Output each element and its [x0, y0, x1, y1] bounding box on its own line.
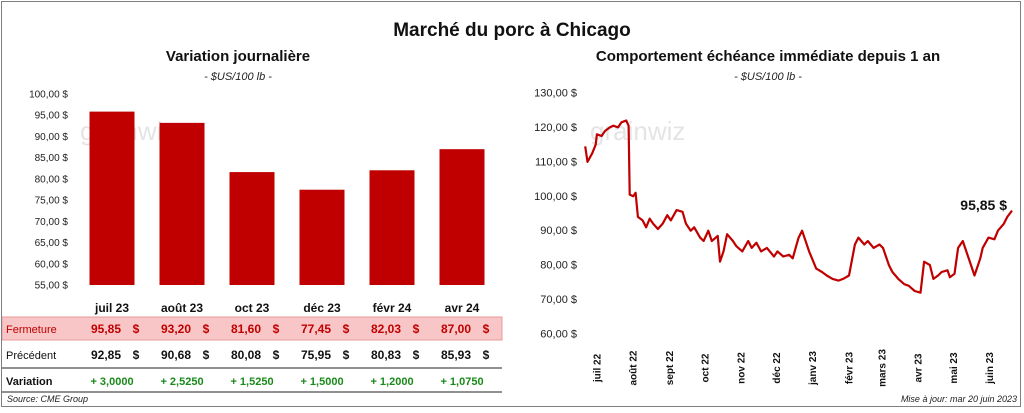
page-title: Marché du porc à Chicago [393, 20, 631, 41]
source-note: Source: CME Group [7, 394, 88, 404]
table-cell: 92,85 [91, 348, 121, 362]
table-cell: 90,68 [161, 348, 191, 362]
table-row-label: Fermeture [6, 324, 57, 336]
x-tick-label: mai 23 [949, 352, 960, 384]
table-cell: 80,83 [371, 348, 401, 362]
data-table: Fermeture 95,85 $93,20 $81,60 $77,45 $82,03 $8… [1, 316, 503, 393]
table-cell: 85,93 [441, 348, 471, 362]
bar [299, 189, 345, 285]
x-tick-label: oct 23 [235, 301, 270, 315]
y-tick-label: 75,00 $ [35, 196, 69, 207]
x-tick-label: nov 22 [737, 352, 748, 384]
table-cell: 80,08 [231, 348, 261, 362]
y-tick-label: 55,00 $ [35, 281, 69, 292]
table-cell-unit: $ [203, 322, 210, 336]
line-chart: 60,00 $ 70,00 $ 80,00 $ 90,00 $ 100,00 $ 110,… [534, 88, 1013, 387]
y-tick-label: 80,00 $ [35, 174, 69, 185]
table-cell: 87,00 [441, 322, 471, 336]
table-cell-unit: $ [273, 348, 280, 362]
table-cell-unit: $ [273, 322, 280, 336]
x-tick-label: juin 23 [985, 352, 996, 385]
table-cell-unit: $ [343, 348, 350, 362]
table-cell-unit: $ [413, 322, 420, 336]
x-tick-label: sept 22 [665, 350, 676, 385]
table-cell-unit: $ [343, 322, 350, 336]
x-tick-label: déc 23 [303, 301, 341, 315]
line-chart-subtitle: - $US/100 lb - [734, 71, 802, 83]
x-tick-label: avr 23 [914, 353, 925, 382]
table-cell: 77,45 [301, 322, 331, 336]
y-tick-label: 130,00 $ [534, 88, 577, 100]
x-tick-label: oct 22 [700, 353, 711, 382]
chart-panel: Marché du porc à Chicago Variation journ… [1, 1, 1021, 407]
y-tick-label: 70,00 $ [540, 294, 577, 306]
series-line [584, 119, 1013, 294]
x-tick-label: juil 23 [94, 301, 129, 315]
y-tick-label: 90,00 $ [540, 225, 577, 237]
bar [159, 122, 205, 286]
x-tick-label: août 23 [161, 301, 203, 315]
table-cell-unit: $ [203, 348, 210, 362]
table-cell: + 2,5250 [160, 376, 203, 388]
y-tick-label: 110,00 $ [535, 156, 577, 168]
table-cell-unit: $ [483, 348, 490, 362]
y-tick-label: 100,00 $ [29, 90, 68, 101]
table-cell: 75,95 [301, 348, 331, 362]
bar-chart-subtitle: - $US/100 lb - [204, 71, 272, 83]
x-tick-label: déc 22 [772, 352, 783, 384]
table-row-label: Précédent [6, 350, 56, 362]
y-tick-label: 60,00 $ [540, 329, 577, 341]
table-cell: 95,85 [91, 322, 121, 336]
fermeture-row-bg [1, 316, 503, 341]
table-cell: + 1,0750 [440, 376, 483, 388]
table-cell: + 1,5000 [300, 376, 343, 388]
x-tick-label: mars 23 [877, 349, 888, 387]
x-tick-label: avr 24 [445, 301, 480, 315]
update-note: Mise à jour: mar 20 juin 2023 [901, 394, 1017, 404]
x-tick-label: janv 23 [808, 351, 819, 386]
table-cell: + 1,2000 [370, 376, 413, 388]
x-tick-label: août 22 [629, 350, 640, 385]
table-cell: 82,03 [371, 322, 401, 336]
y-tick-label: 120,00 $ [534, 122, 577, 134]
chart-canvas: Marché du porc à Chicago Variation journ… [1, 20, 1017, 404]
table-cell: 81,60 [231, 322, 261, 336]
table-cell-unit: $ [133, 322, 140, 336]
y-tick-label: 85,00 $ [35, 153, 69, 164]
bar [369, 170, 415, 285]
bar [439, 149, 485, 285]
y-tick-label: 70,00 $ [35, 217, 69, 228]
table-cell-unit: $ [483, 322, 490, 336]
last-value-label: 95,85 $ [960, 197, 1007, 213]
bar [89, 111, 135, 285]
y-tick-label: 60,00 $ [35, 259, 69, 270]
line-chart-title: Comportement échéance immédiate depuis 1… [596, 48, 940, 65]
x-tick-label: févr 24 [373, 301, 412, 315]
y-tick-label: 65,00 $ [35, 238, 69, 249]
y-tick-label: 100,00 $ [534, 191, 577, 203]
table-row-label: Variation [6, 376, 53, 388]
x-tick-label: févr 23 [845, 351, 856, 384]
table-cell: + 3,0000 [90, 376, 133, 388]
x-tick-label: juil 22 [592, 353, 603, 383]
table-cell-unit: $ [413, 348, 420, 362]
y-tick-label: 80,00 $ [540, 260, 577, 272]
bar-chart: 55,00 $ 60,00 $ 65,00 $ 70,00 $ 75,00 $ 80,00… [29, 90, 485, 315]
y-tick-label: 90,00 $ [35, 132, 69, 143]
table-cell: + 1,5250 [230, 376, 273, 388]
y-tick-label: 95,00 $ [35, 111, 69, 122]
table-cell: 93,20 [161, 322, 191, 336]
table-cell-unit: $ [133, 348, 140, 362]
bar [229, 172, 275, 285]
bar-chart-title: Variation journalière [166, 48, 310, 65]
